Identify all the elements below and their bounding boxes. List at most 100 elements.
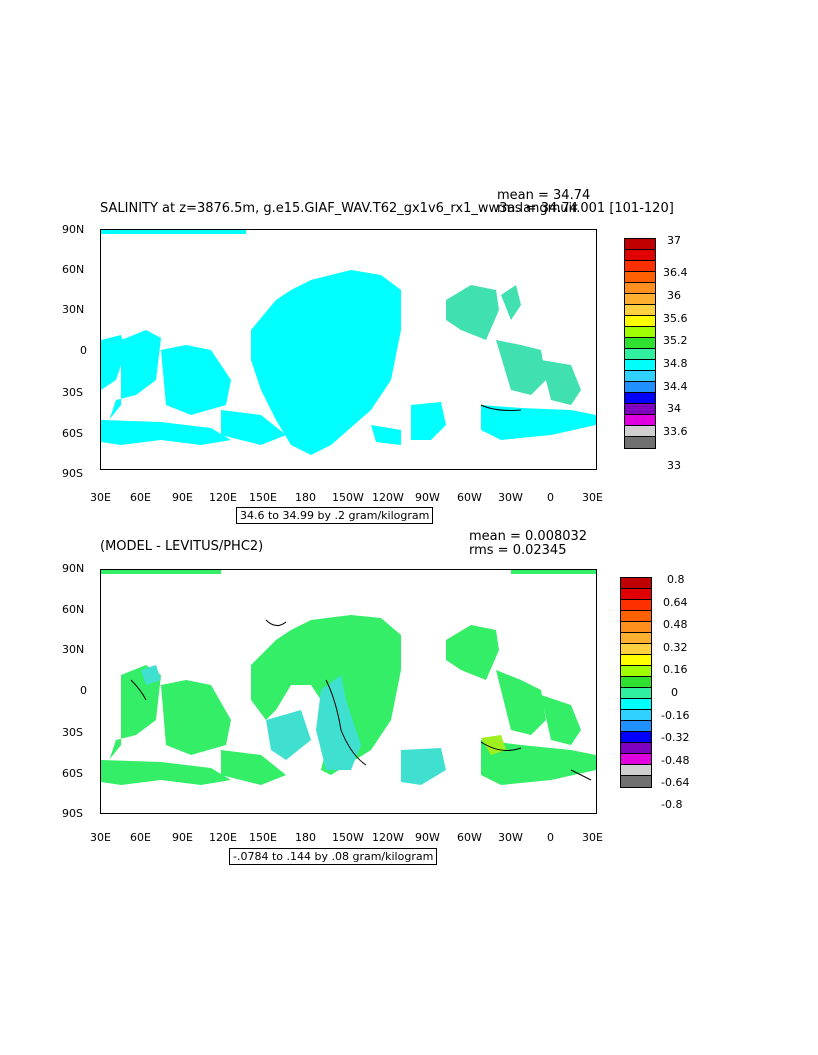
cb2-swatch bbox=[621, 589, 651, 600]
panel1-lon-180: 180 bbox=[295, 491, 316, 504]
panel2-title: (MODEL - LEVITUS/PHC2) bbox=[100, 539, 264, 554]
cb1-swatch bbox=[625, 261, 655, 272]
cb1-swatch bbox=[625, 404, 655, 415]
cb1-label-37: 37 bbox=[667, 234, 681, 247]
cb1-swatch bbox=[625, 415, 655, 426]
panel1-lat-30s: 30S bbox=[62, 386, 83, 399]
cb1-swatch bbox=[625, 239, 655, 250]
cb1-label-34.8: 34.8 bbox=[663, 357, 688, 370]
panel2-lat-30n: 30N bbox=[62, 643, 85, 656]
panel1-colorbar bbox=[624, 238, 656, 449]
cb2-label-0: 0 bbox=[671, 686, 678, 699]
panel2-lon-0: 0 bbox=[547, 831, 554, 844]
panel1-lon-150e: 150E bbox=[249, 491, 277, 504]
panel1-map bbox=[100, 229, 597, 470]
panel1-map-svg bbox=[101, 230, 596, 455]
panel2-lon-axis: 30E 60E 90E 120E 150E 180 150W 120W 90W … bbox=[90, 832, 610, 846]
cb2-label-neg0.48: -0.48 bbox=[661, 754, 690, 767]
panel1-fill-pacific bbox=[101, 230, 596, 455]
panel2-contours bbox=[130, 619, 592, 781]
panel1-lat-30n: 30N bbox=[62, 303, 85, 316]
cb2-swatch bbox=[621, 666, 651, 677]
cb2-label-0.64: 0.64 bbox=[663, 596, 688, 609]
cb2-swatch bbox=[621, 644, 651, 655]
panel1-lon-axis: 30E 60E 90E 120E 150E 180 150W 120W 90W … bbox=[90, 492, 610, 506]
cb2-label-0.8: 0.8 bbox=[667, 573, 685, 586]
cb1-label-33: 33 bbox=[667, 459, 681, 472]
panel1-lon-30e-end: 30E bbox=[582, 491, 603, 504]
panel1-lat-60s: 60S bbox=[62, 427, 83, 440]
panel2-lat-90n: 90N bbox=[62, 562, 85, 575]
panel1-lat-90n: 90N bbox=[62, 223, 85, 236]
cb1-swatch bbox=[625, 338, 655, 349]
panel2-lon-180: 180 bbox=[295, 831, 316, 844]
cb2-swatch bbox=[621, 688, 651, 699]
panel1-stat-rms: rms = 34.74 bbox=[497, 201, 578, 216]
cb1-swatch bbox=[625, 327, 655, 338]
cb2-swatch bbox=[621, 611, 651, 622]
panel2-lat-60s: 60S bbox=[62, 767, 83, 780]
panel2-lon-30e-end: 30E bbox=[582, 831, 603, 844]
cb2-swatch bbox=[621, 600, 651, 611]
panel2-stat-rms: rms = 0.02345 bbox=[469, 543, 567, 558]
panel2-lat-30s: 30S bbox=[62, 726, 83, 739]
panel1-lon-30e: 30E bbox=[90, 491, 111, 504]
cb2-swatch bbox=[621, 633, 651, 644]
cb2-swatch bbox=[621, 765, 651, 776]
cb1-label-35.2: 35.2 bbox=[663, 334, 688, 347]
cb2-label-neg0.8: -0.8 bbox=[661, 798, 683, 811]
cb1-swatch bbox=[625, 349, 655, 360]
cb2-swatch bbox=[621, 655, 651, 666]
panel1-lon-60w: 60W bbox=[457, 491, 482, 504]
cb1-swatch bbox=[625, 371, 655, 382]
cb1-swatch bbox=[625, 283, 655, 294]
panel2-lon-150e: 150E bbox=[249, 831, 277, 844]
panel1-lon-150w: 150W bbox=[332, 491, 364, 504]
cb1-swatch bbox=[625, 393, 655, 404]
cb2-label-neg0.64: -0.64 bbox=[661, 776, 690, 789]
cb1-swatch bbox=[625, 437, 655, 448]
panel1-lat-0: 0 bbox=[80, 344, 87, 357]
panel2-lon-90e: 90E bbox=[172, 831, 193, 844]
panel1-lon-0: 0 bbox=[547, 491, 554, 504]
cb1-label-36: 36 bbox=[667, 289, 681, 302]
panel1-lon-30w: 30W bbox=[498, 491, 523, 504]
panel2-fill-cyan bbox=[141, 665, 446, 785]
cb2-swatch bbox=[621, 578, 651, 589]
cb1-label-34: 34 bbox=[667, 402, 681, 415]
panel2-lon-30w: 30W bbox=[498, 831, 523, 844]
panel2-lon-120e: 120E bbox=[209, 831, 237, 844]
cb1-swatch bbox=[625, 382, 655, 393]
cb2-label-0.32: 0.32 bbox=[663, 641, 688, 654]
panel2-map-svg bbox=[101, 570, 596, 785]
panel2-lon-120w: 120W bbox=[372, 831, 404, 844]
cb1-label-33.6: 33.6 bbox=[663, 425, 688, 438]
cb2-swatch bbox=[621, 776, 651, 787]
cb2-swatch bbox=[621, 721, 651, 732]
panel1-title: SALINITY at z=3876.5m, g.e15.GIAF_WAV.T6… bbox=[100, 201, 674, 216]
cb2-swatch bbox=[621, 754, 651, 765]
panel1-contour-label: 34.6 to 34.99 by .2 gram/kilogram bbox=[236, 507, 434, 524]
panel1-lon-120w: 120W bbox=[372, 491, 404, 504]
panel2-lon-60w: 60W bbox=[457, 831, 482, 844]
panel2-lon-30e: 30E bbox=[90, 831, 111, 844]
cb2-swatch bbox=[621, 622, 651, 633]
panel2-lon-150w: 150W bbox=[332, 831, 364, 844]
panel1-fill-atlantic bbox=[446, 285, 581, 405]
panel2-lat-60n: 60N bbox=[62, 603, 85, 616]
panel2-colorbar bbox=[620, 577, 652, 788]
panel2-lon-90w: 90W bbox=[415, 831, 440, 844]
panel2-lat-0: 0 bbox=[80, 684, 87, 697]
panel2-stat-mean: mean = 0.008032 bbox=[469, 529, 588, 544]
panel1-lon-90w: 90W bbox=[415, 491, 440, 504]
cb1-label-34.4: 34.4 bbox=[663, 380, 688, 393]
cb1-swatch bbox=[625, 426, 655, 437]
cb2-label-0.16: 0.16 bbox=[663, 663, 688, 676]
panel2-lat-90s: 90S bbox=[62, 807, 83, 820]
cb2-label-0.48: 0.48 bbox=[663, 618, 688, 631]
panel1-lon-120e: 120E bbox=[209, 491, 237, 504]
cb1-swatch bbox=[625, 272, 655, 283]
panel1-lon-60e: 60E bbox=[130, 491, 151, 504]
cb1-label-36.4: 36.4 bbox=[663, 266, 688, 279]
panel1-lat-90s: 90S bbox=[62, 467, 83, 480]
